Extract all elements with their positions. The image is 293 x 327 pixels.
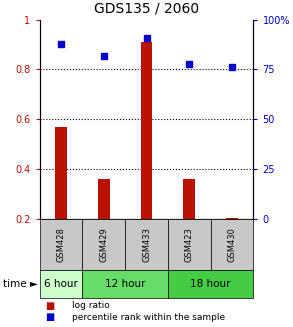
Text: time ►: time ► [3, 279, 38, 289]
Bar [55, 127, 67, 219]
Bar [82, 270, 168, 298]
Text: ■: ■ [45, 301, 55, 311]
Text: log ratio: log ratio [72, 301, 110, 310]
Bar [168, 270, 253, 298]
Bar [98, 179, 110, 219]
Bar [183, 179, 195, 219]
Text: GSM428: GSM428 [57, 227, 65, 262]
Text: 6 hour: 6 hour [44, 279, 78, 289]
Bar [226, 218, 238, 219]
Text: 18 hour: 18 hour [190, 279, 231, 289]
Text: GSM430: GSM430 [228, 227, 236, 262]
Bar [141, 42, 152, 219]
Bar [125, 219, 168, 270]
Bar [82, 219, 125, 270]
Text: GSM429: GSM429 [99, 227, 108, 262]
Text: GSM423: GSM423 [185, 227, 194, 262]
Bar [168, 219, 211, 270]
Bar [40, 219, 82, 270]
Bar [40, 270, 82, 298]
Text: GSM433: GSM433 [142, 227, 151, 262]
Text: percentile rank within the sample: percentile rank within the sample [72, 313, 225, 322]
Title: GDS135 / 2060: GDS135 / 2060 [94, 2, 199, 16]
Bar [211, 219, 253, 270]
Text: ■: ■ [45, 312, 55, 322]
Text: 12 hour: 12 hour [105, 279, 145, 289]
